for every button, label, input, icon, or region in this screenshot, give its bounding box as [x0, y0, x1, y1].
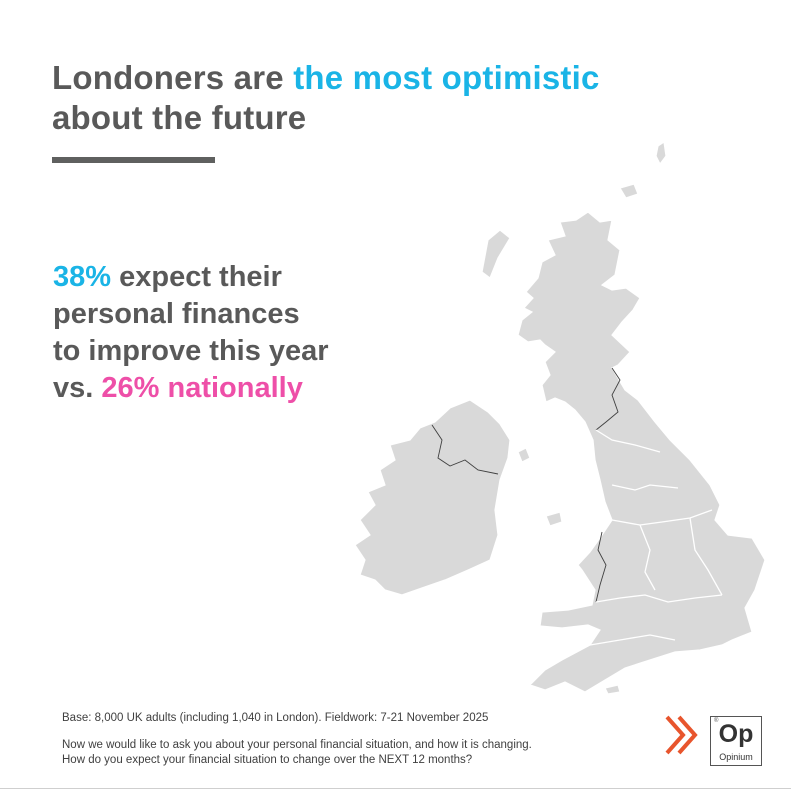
anglesey	[545, 511, 563, 527]
title-underline	[52, 157, 215, 163]
national-percentage: 26% nationally	[101, 372, 303, 404]
stat-line2: personal finances	[53, 298, 300, 330]
orkney	[619, 183, 639, 199]
bottom-divider	[0, 788, 791, 789]
title-highlight: the most optimistic	[293, 59, 600, 96]
isle-of-wight	[604, 684, 621, 695]
scotland-border	[595, 367, 621, 431]
page-title: Londoners are the most optimistic about …	[52, 58, 600, 138]
great-britain-shape	[517, 211, 766, 693]
wales-border	[595, 531, 607, 603]
shetland	[655, 140, 667, 166]
key-statistic: 38% expect their personal finances to im…	[53, 259, 329, 407]
question-line2: How do you expect your financial situati…	[62, 754, 473, 766]
base-note: Base: 8,000 UK adults (including 1,040 i…	[62, 712, 489, 724]
opinium-chevron-icon	[663, 713, 707, 757]
logo-mark: Op	[718, 720, 754, 748]
ni-border	[431, 424, 499, 475]
title-part2: about the future	[52, 99, 307, 136]
ireland-shape	[354, 399, 511, 596]
opinium-logo: ® Op Opinium	[710, 716, 762, 766]
uk-map-graphic	[354, 140, 766, 695]
survey-question: Now we would like to ask you about your …	[62, 738, 642, 768]
registered-mark: ®	[714, 718, 719, 724]
title-part1: Londoners are	[52, 59, 294, 96]
isle-of-man	[517, 447, 531, 463]
london-percentage: 38%	[53, 261, 112, 293]
stat-line1: expect their	[111, 261, 282, 293]
outer-hebrides	[481, 229, 511, 279]
stat-line4-prefix: vs.	[53, 372, 102, 404]
logo-name: Opinium	[719, 752, 753, 762]
uk-map	[350, 140, 780, 700]
question-line1: Now we would like to ask you about your …	[62, 739, 532, 751]
stat-line3: to improve this year	[53, 335, 329, 367]
